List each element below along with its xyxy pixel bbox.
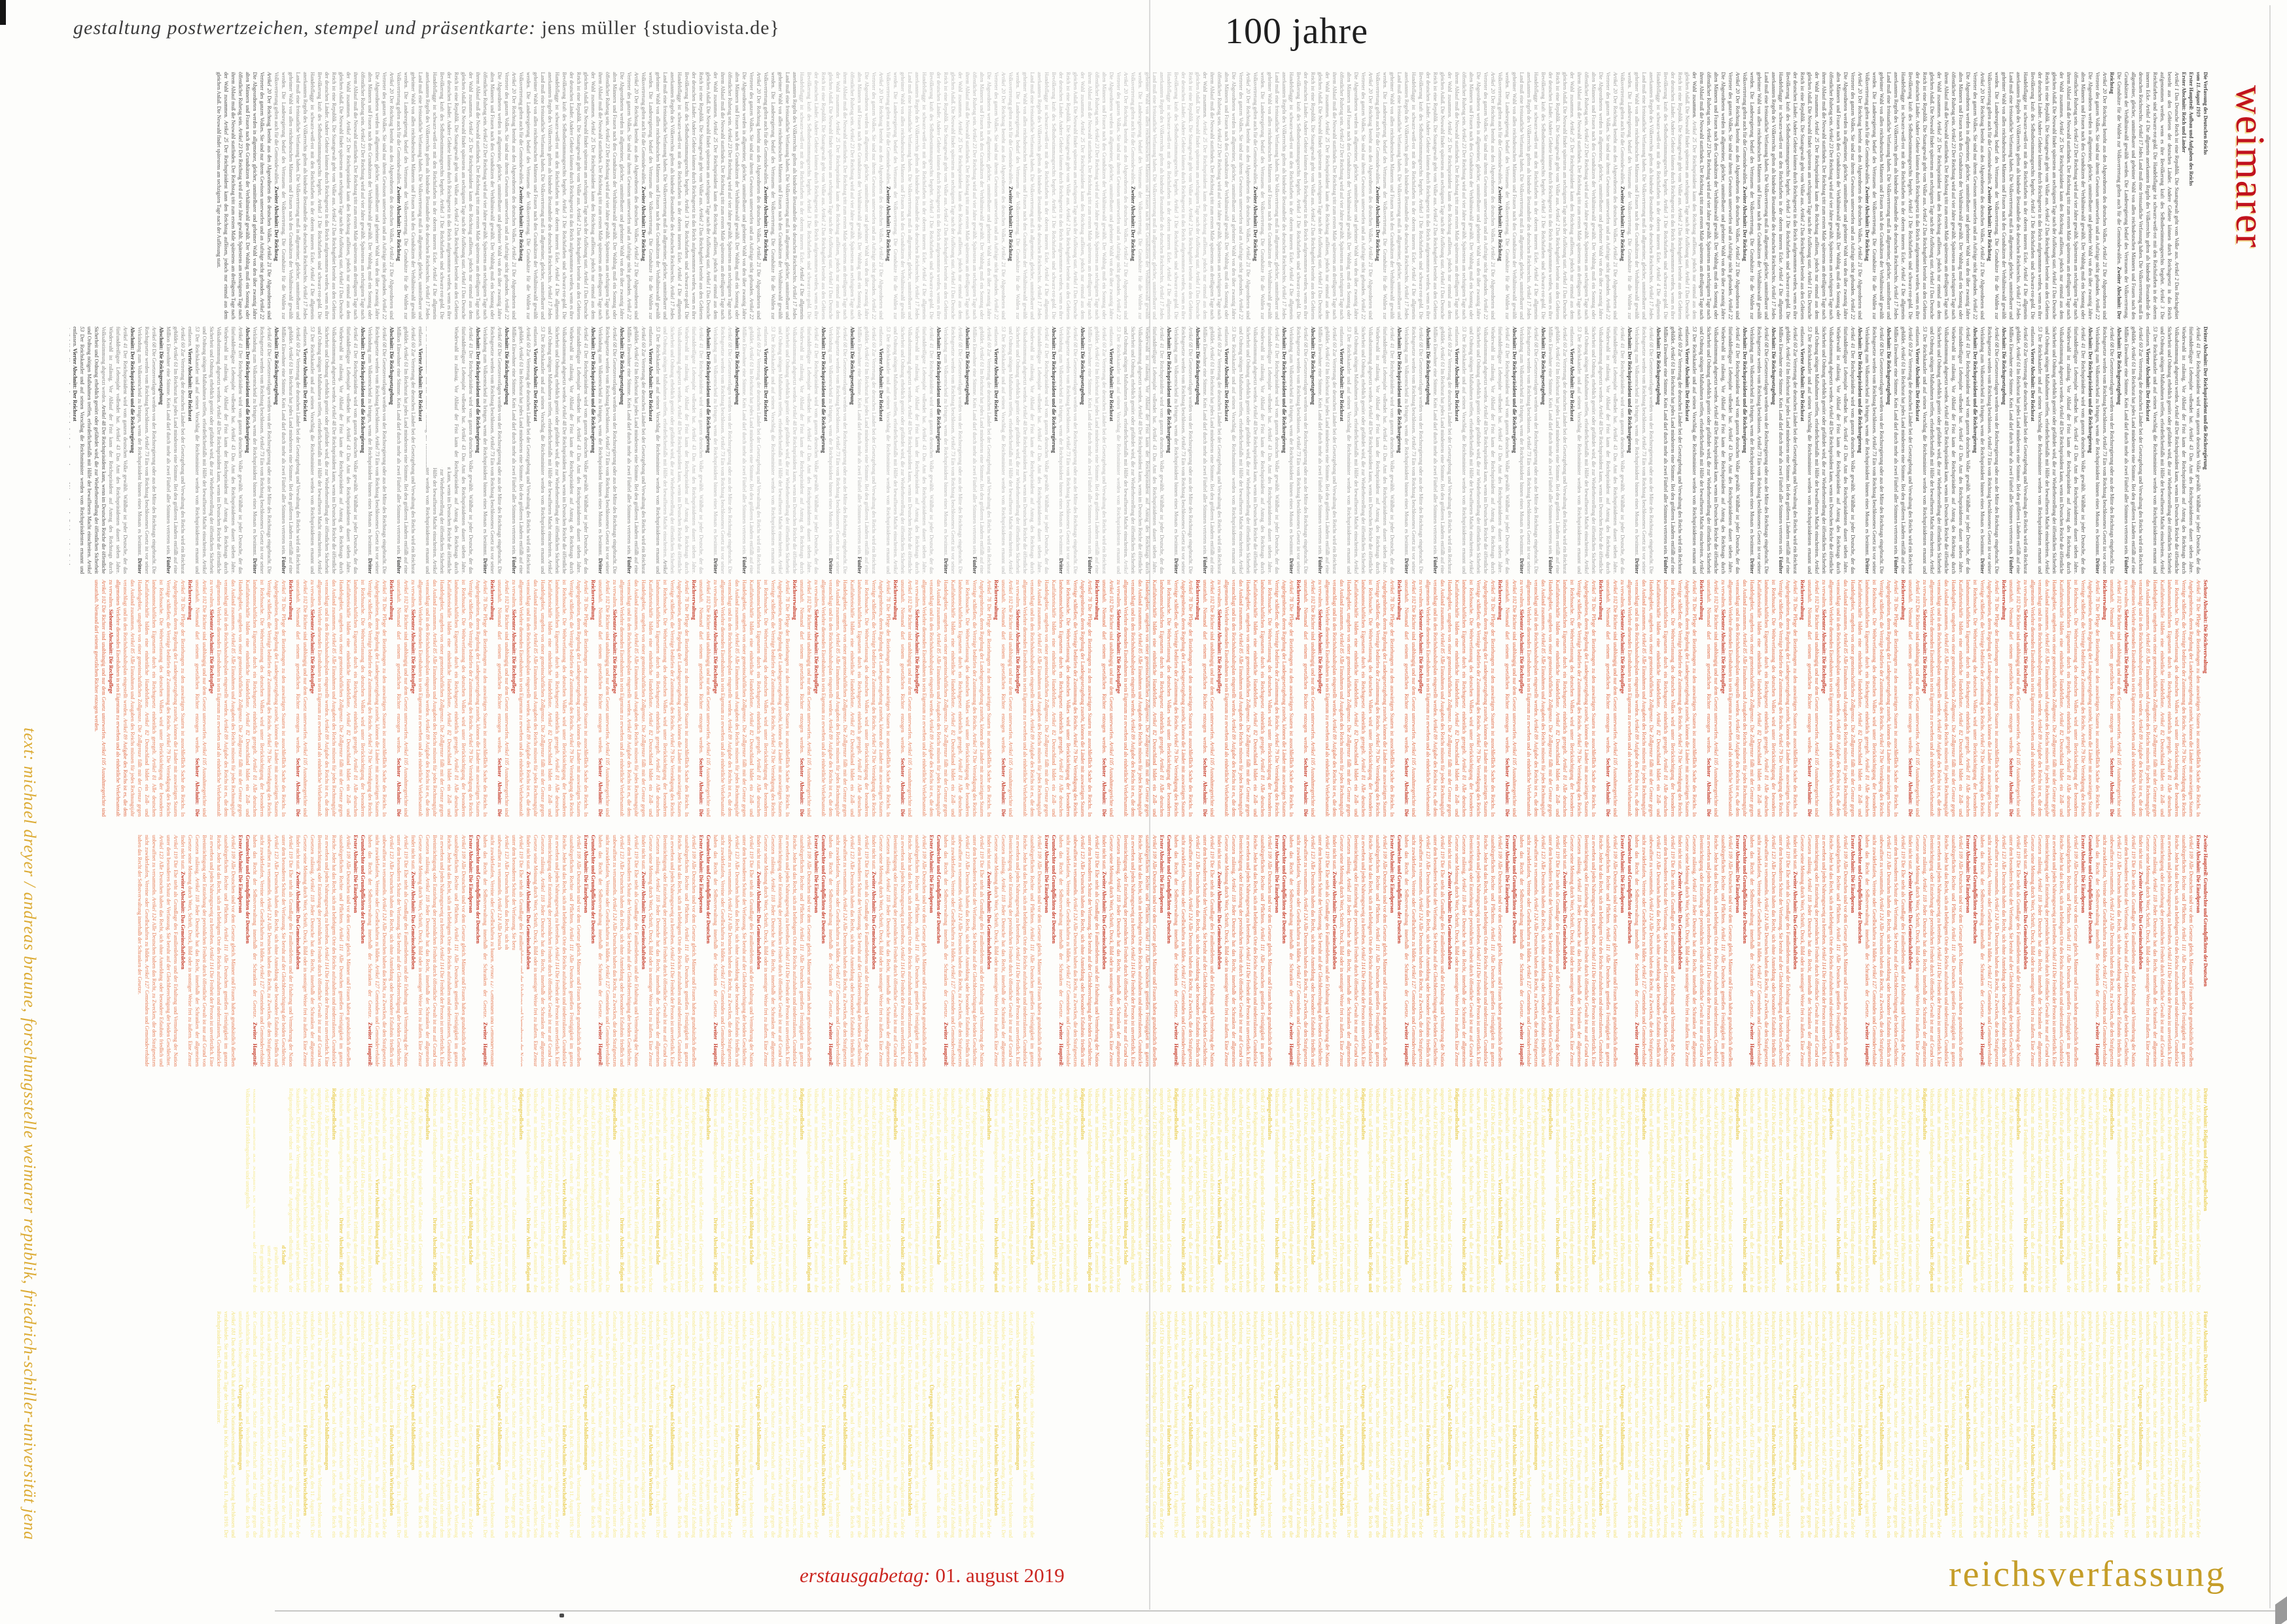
constitution-band-black-2: Dritter Abschnitt: Der Reichspräsident u… (69, 327, 2208, 574)
column-gap-patch (493, 950, 521, 1068)
title-100-jahre: 100 jahre (1225, 11, 1368, 52)
designer-credit-role: gestaltung postwertzeichen, stempel und … (73, 17, 542, 39)
first-issue-date: erstausgabetag: 01. august 2019 (800, 1564, 1065, 1587)
designer-credit-name: jens müller {studiovista.de} (541, 17, 780, 39)
scan-right-edge (2269, 5, 2271, 1608)
scan-corner-mark (0, 0, 6, 25)
column-gap-patch (427, 327, 454, 467)
title-weimarer-vertical: weimarer (2227, 85, 2272, 249)
constitution-band-yellow-1: Dritter Abschnitt: Religion und Religion… (245, 1088, 2208, 1292)
title-reichsverfassung: reichsverfassung (1949, 1554, 2227, 1595)
column-gap-patch (1037, 1311, 1145, 1539)
scan-bottom-edge (275, 1610, 2287, 1612)
constitution-band-red-1: Sechster Abschnitt: Die Reichsverwaltung… (94, 580, 2208, 817)
designer-credit: gestaltung postwertzeichen, stempel und … (73, 17, 780, 39)
scan-corner-bottom-right (2275, 1596, 2287, 1624)
scan-speck (559, 1614, 564, 1617)
fold-crease-line (1149, 0, 1150, 1610)
constitution-band-red-2: Zweiter Hauptteil: Grundrechte und Grund… (137, 835, 2208, 1067)
column-gap-patch (255, 1088, 287, 1245)
constitution-band-black-1: Die Verfassung des Deutschen Reichs vom 1… (216, 72, 2208, 319)
first-issue-date-value: 01. august 2019 (935, 1564, 1065, 1587)
text-credit-vertical: text: michael dreyer / andreas braune, f… (20, 728, 39, 1541)
first-issue-date-label: erstausgabetag: (800, 1564, 936, 1587)
